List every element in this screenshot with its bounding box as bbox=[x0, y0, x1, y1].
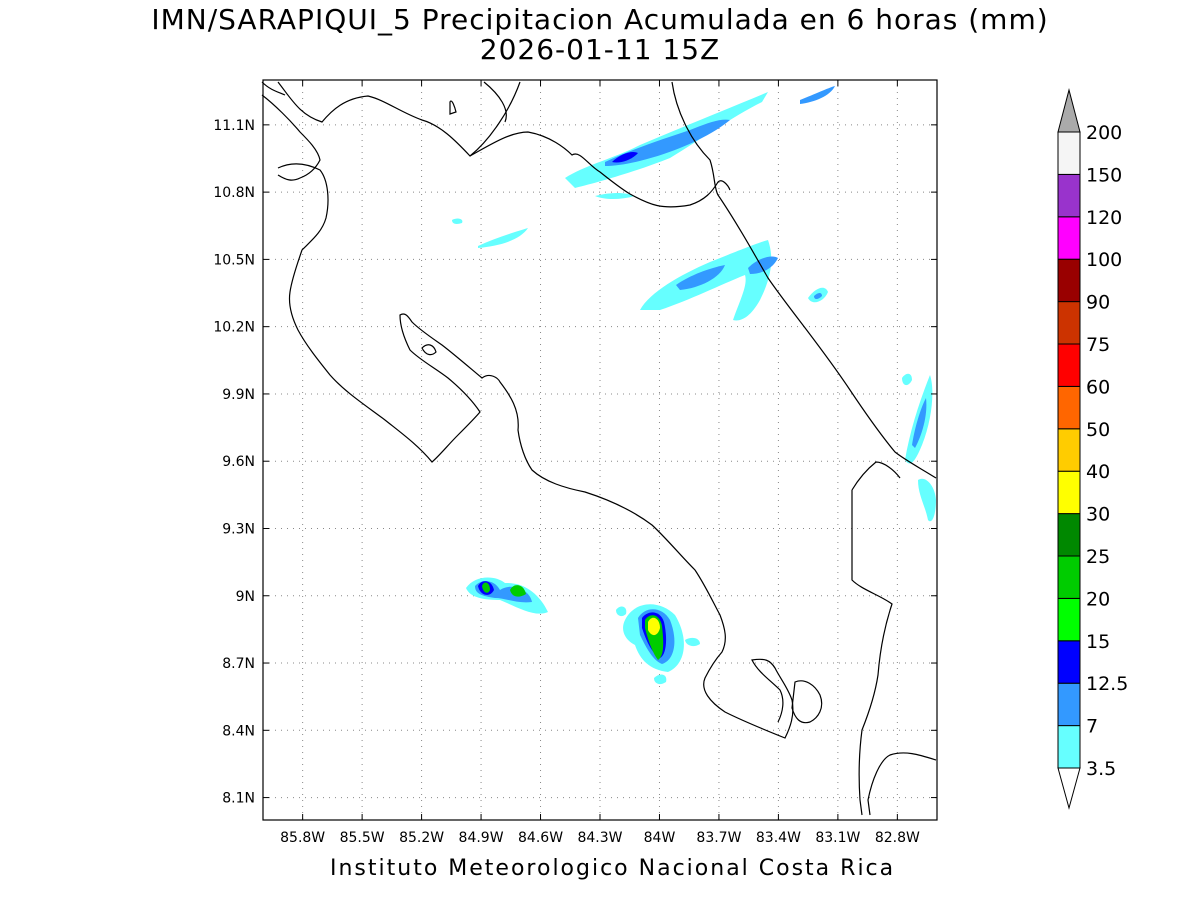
colorbar-swatch bbox=[1057, 385, 1081, 430]
colorbar-legend: 3.5 7 12.5 15 20 25 30 40 50 60 75 90 100 120 150 200 bbox=[1057, 88, 1128, 810]
x-tick-label: 83.1W bbox=[815, 830, 860, 846]
colorbar-level-label: 100 bbox=[1086, 249, 1122, 271]
colorbar-level-label: 200 bbox=[1086, 122, 1122, 144]
island bbox=[449, 100, 457, 115]
x-tick-label: 84.9W bbox=[459, 830, 504, 846]
y-axis: 8.1N 8.4N 8.7N 9N 9.3N 9.6N 9.9N 10.2N 10.5N 10.8… bbox=[213, 118, 937, 807]
map-plot-area bbox=[261, 79, 938, 821]
colorbar-swatch bbox=[1057, 682, 1081, 727]
precip-cell bbox=[595, 193, 635, 199]
plot-frame bbox=[262, 79, 938, 821]
precip-cell bbox=[510, 585, 526, 597]
x-axis: 85.8W 85.5W 85.2W 84.9W 84.6W 84.3W 84W 83.7W 83… bbox=[280, 80, 920, 846]
colorbar-swatch bbox=[1057, 640, 1081, 684]
x-tick-label: 84.6W bbox=[518, 830, 563, 846]
colorbar-level-label: 120 bbox=[1086, 207, 1122, 229]
precip-cell bbox=[814, 293, 822, 299]
colorbar-lower-arrow bbox=[1057, 767, 1081, 810]
caribbean-coast bbox=[671, 81, 937, 479]
y-tick-label: 8.7N bbox=[222, 656, 255, 672]
precip-cell bbox=[912, 398, 927, 448]
colorbar-swatch bbox=[1057, 131, 1081, 175]
nicaragua-lake-shore bbox=[469, 81, 521, 157]
nicaragua-border bbox=[277, 81, 731, 208]
map-title: IMN/SARAPIQUI_5 Precipitacion Acumulada … bbox=[151, 3, 1049, 36]
precip-cell bbox=[452, 218, 463, 224]
colorbar-swatch bbox=[1057, 216, 1081, 260]
colorbar-swatch bbox=[1057, 173, 1081, 218]
x-tick-label: 85.8W bbox=[280, 830, 325, 846]
colorbar-level-label: 60 bbox=[1086, 376, 1110, 398]
precip-cell bbox=[800, 86, 835, 104]
y-tick-label: 9N bbox=[236, 589, 255, 605]
pacific-coast-nicoya bbox=[277, 163, 794, 739]
y-tick-label: 9.6N bbox=[222, 454, 255, 470]
colorbar-level-label: 25 bbox=[1086, 546, 1110, 568]
coastlines-borders bbox=[261, 81, 937, 816]
colorbar-level-label: 90 bbox=[1086, 292, 1110, 314]
colorbar-level-label: 150 bbox=[1086, 164, 1122, 186]
y-tick-label: 11.1N bbox=[213, 118, 255, 134]
precip-cell bbox=[478, 228, 528, 248]
precip-cell bbox=[676, 265, 725, 290]
y-tick-label: 10.2N bbox=[213, 320, 255, 336]
colorbar-level-label: 75 bbox=[1086, 334, 1110, 356]
northwest-coast bbox=[261, 81, 321, 181]
colorbar-swatch bbox=[1057, 513, 1081, 557]
y-tick-label: 10.5N bbox=[213, 252, 255, 268]
y-tick-label: 10.8N bbox=[213, 185, 255, 201]
panama-border bbox=[851, 461, 937, 816]
y-tick-label: 8.1N bbox=[222, 791, 255, 807]
precip-cell bbox=[654, 674, 667, 685]
x-tick-label: 83.7W bbox=[696, 830, 741, 846]
precip-cell bbox=[685, 637, 700, 647]
colorbar-swatch bbox=[1057, 343, 1081, 387]
colorbar-level-label: 12.5 bbox=[1086, 673, 1128, 695]
precipitation-field bbox=[452, 86, 936, 685]
colorbar-swatch bbox=[1057, 301, 1081, 345]
precip-cell bbox=[612, 152, 638, 163]
precip-cell bbox=[648, 617, 660, 636]
colorbar-swatch bbox=[1057, 725, 1081, 769]
gulf-island bbox=[421, 344, 437, 356]
x-tick-label: 84W bbox=[644, 830, 676, 846]
colorbar-upper-arrow bbox=[1057, 88, 1081, 133]
gridlines bbox=[263, 80, 937, 820]
map-datetime: 2026-01-11 15Z bbox=[479, 33, 721, 66]
colorbar-level-label: 50 bbox=[1086, 419, 1110, 441]
colorbar-level-label: 20 bbox=[1086, 588, 1110, 610]
osa-peninsula bbox=[791, 680, 823, 724]
x-tick-label: 85.5W bbox=[340, 830, 385, 846]
colorbar-level-label: 15 bbox=[1086, 631, 1110, 653]
footer-credit: Instituto Meteorologico Nacional Costa R… bbox=[330, 856, 896, 881]
colorbar-swatch bbox=[1057, 555, 1081, 599]
precip-cell bbox=[902, 373, 912, 386]
colorbar-level-label: 40 bbox=[1086, 461, 1110, 483]
x-tick-label: 83.4W bbox=[756, 830, 801, 846]
x-tick-label: 82.8W bbox=[875, 830, 920, 846]
colorbar-swatch bbox=[1057, 258, 1081, 303]
colorbar-level-label: 3.5 bbox=[1086, 758, 1116, 780]
colorbar-level-label: 7 bbox=[1086, 716, 1098, 738]
colorbar-swatch bbox=[1057, 597, 1081, 642]
colorbar-level-label: 30 bbox=[1086, 504, 1110, 526]
precip-cell bbox=[748, 256, 778, 274]
x-tick-label: 85.2W bbox=[399, 830, 444, 846]
colorbar-swatch bbox=[1057, 470, 1081, 515]
precip-cell bbox=[482, 582, 490, 593]
y-tick-label: 8.4N bbox=[222, 723, 255, 739]
precip-cell bbox=[616, 606, 627, 617]
colorbar-swatch bbox=[1057, 428, 1081, 472]
precip-cell bbox=[918, 478, 936, 522]
y-tick-label: 9.9N bbox=[222, 387, 255, 403]
y-tick-label: 9.3N bbox=[222, 521, 255, 537]
x-tick-label: 84.3W bbox=[577, 830, 622, 846]
